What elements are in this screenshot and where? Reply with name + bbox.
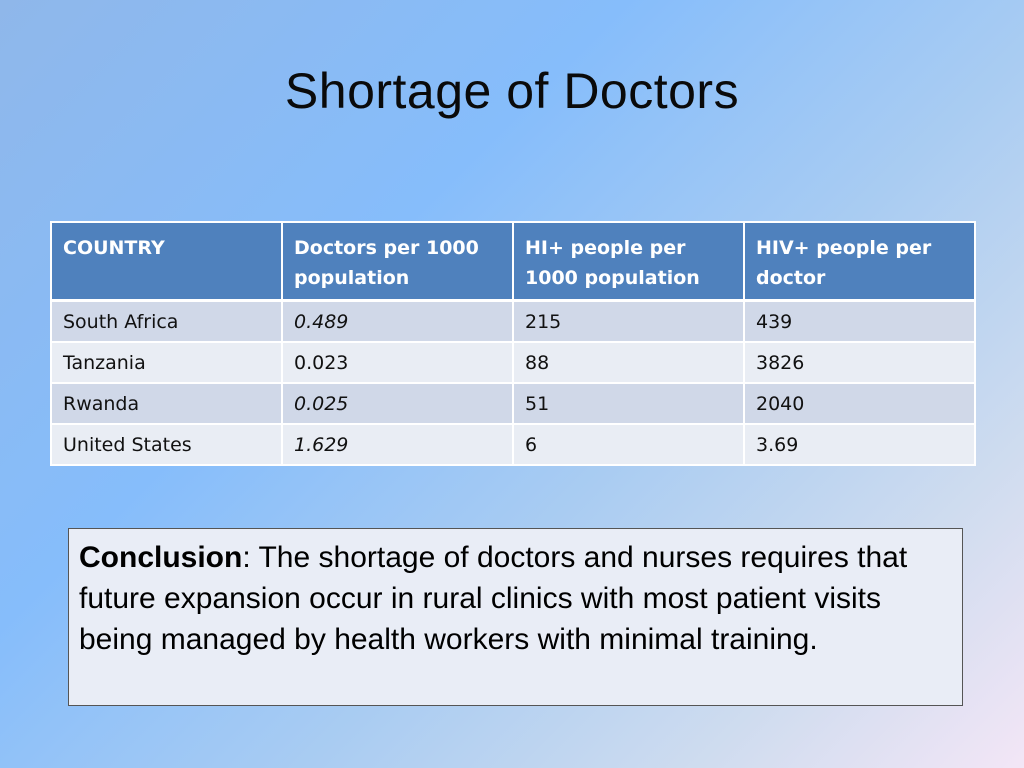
header-country: COUNTRY bbox=[50, 221, 283, 302]
cell-hiv-per-1000: 88 bbox=[512, 341, 745, 384]
conclusion-text: The shortage of doctors and nurses requi… bbox=[79, 541, 908, 656]
table-header-row: COUNTRY Doctors per 1000 population HI+ … bbox=[50, 221, 976, 302]
cell-doctors-per-1000: 1.629 bbox=[281, 423, 514, 466]
cell-doctors-per-1000: 0.489 bbox=[281, 299, 514, 343]
cell-hiv-per-doctor: 439 bbox=[743, 299, 976, 343]
table-row: United States 1.629 6 3.69 bbox=[50, 423, 976, 466]
cell-hiv-per-doctor: 3826 bbox=[743, 341, 976, 384]
doctor-shortage-table: COUNTRY Doctors per 1000 population HI+ … bbox=[50, 221, 976, 466]
cell-hiv-per-doctor: 2040 bbox=[743, 382, 976, 425]
conclusion-label: Conclusion bbox=[79, 541, 243, 574]
cell-country: Rwanda bbox=[50, 382, 283, 425]
cell-country: Tanzania bbox=[50, 341, 283, 384]
conclusion-separator: : bbox=[242, 541, 259, 574]
cell-country: United States bbox=[50, 423, 283, 466]
header-doctors-per-1000: Doctors per 1000 population bbox=[281, 221, 514, 302]
table-row: Tanzania 0.023 88 3826 bbox=[50, 341, 976, 384]
cell-hiv-per-1000: 51 bbox=[512, 382, 745, 425]
header-hiv-per-doctor: HIV+ people per doctor bbox=[743, 221, 976, 302]
cell-hiv-per-doctor: 3.69 bbox=[743, 423, 976, 466]
table-row: South Africa 0.489 215 439 bbox=[50, 299, 976, 343]
table-row: Rwanda 0.025 51 2040 bbox=[50, 382, 976, 425]
cell-hiv-per-1000: 6 bbox=[512, 423, 745, 466]
cell-country: South Africa bbox=[50, 299, 283, 343]
conclusion-box: Conclusion: The shortage of doctors and … bbox=[68, 528, 963, 706]
cell-doctors-per-1000: 0.025 bbox=[281, 382, 514, 425]
slide-title: Shortage of Doctors bbox=[284, 63, 740, 119]
cell-doctors-per-1000: 0.023 bbox=[281, 341, 514, 384]
header-hiv-per-1000: HI+ people per 1000 population bbox=[512, 221, 745, 302]
cell-hiv-per-1000: 215 bbox=[512, 299, 745, 343]
